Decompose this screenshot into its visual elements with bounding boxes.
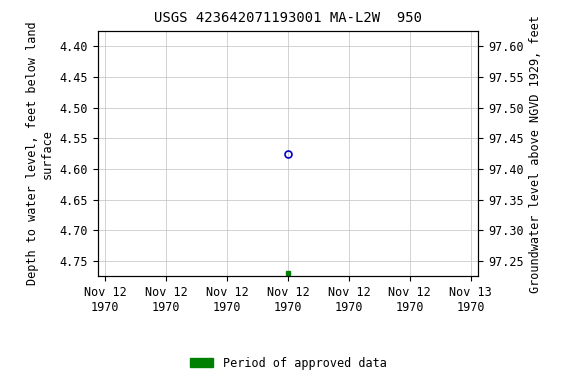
Title: USGS 423642071193001 MA-L2W  950: USGS 423642071193001 MA-L2W 950 <box>154 12 422 25</box>
Legend: Period of approved data: Period of approved data <box>185 352 391 374</box>
Y-axis label: Groundwater level above NGVD 1929, feet: Groundwater level above NGVD 1929, feet <box>529 15 542 293</box>
Y-axis label: Depth to water level, feet below land
surface: Depth to water level, feet below land su… <box>26 22 54 285</box>
